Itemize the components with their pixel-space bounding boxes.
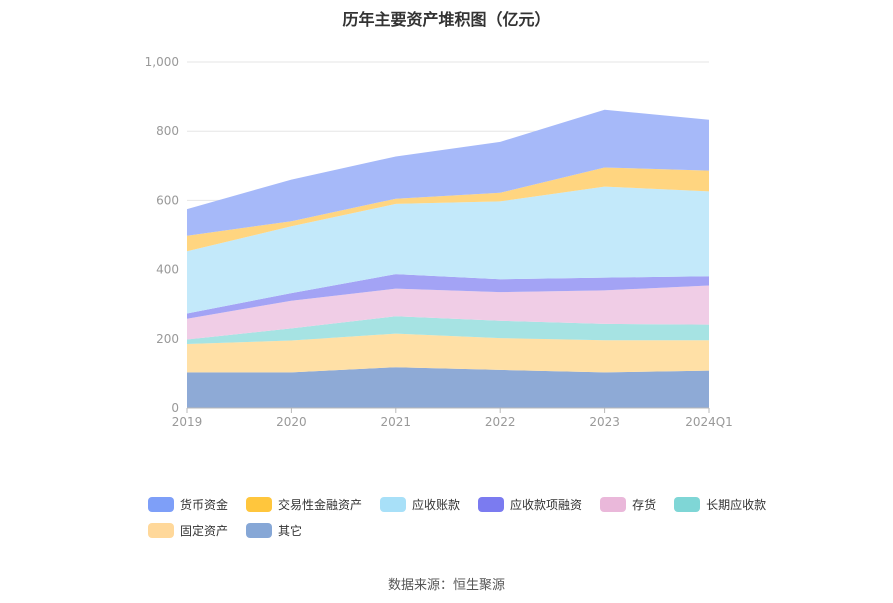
- legend-item[interactable]: 应收账款: [380, 495, 460, 513]
- legend-item[interactable]: 交易性金融资产: [246, 495, 362, 513]
- y-tick-label: 400: [156, 263, 179, 277]
- legend-item[interactable]: 其它: [246, 521, 302, 539]
- area-series: [187, 186, 709, 314]
- x-tick-label: 2023: [589, 415, 620, 429]
- x-tick-label: 2020: [276, 415, 307, 429]
- legend-label: 固定资产: [180, 523, 229, 538]
- source-note: 数据来源：恒生聚源: [387, 578, 505, 593]
- x-tick-label: 2019: [172, 415, 203, 429]
- legend-swatch: [148, 496, 174, 512]
- area-series: [187, 316, 709, 344]
- x-tick-label: 2021: [381, 415, 412, 429]
- x-tick-label: 2022: [485, 415, 516, 429]
- legend-label: 应收账款: [412, 497, 461, 512]
- legend-item[interactable]: 存货: [600, 495, 656, 513]
- legend-swatch: [674, 496, 701, 512]
- legend-swatch: [380, 496, 407, 512]
- legend-item[interactable]: 长期应收款: [674, 495, 766, 513]
- legend-item[interactable]: 固定资产: [148, 521, 228, 539]
- area-series: [187, 285, 709, 340]
- area-series: [187, 109, 709, 236]
- area-series: [187, 367, 709, 408]
- legend-swatch: [246, 522, 273, 538]
- legend-label: 货币资金: [180, 497, 229, 512]
- legend-item[interactable]: 货币资金: [148, 495, 228, 513]
- y-tick-label: 800: [156, 124, 179, 138]
- legend-swatch: [148, 522, 174, 538]
- legend-swatch: [246, 496, 273, 512]
- legend-label: 交易性金融资产: [278, 497, 363, 512]
- legend-swatch: [600, 496, 627, 512]
- y-tick-label: 1,000: [145, 55, 179, 69]
- x-tick-label: 2024Q1: [685, 415, 733, 429]
- legend-swatch: [478, 496, 505, 512]
- y-tick-label: 0: [171, 401, 179, 415]
- area-series: [187, 274, 709, 319]
- area-series: [187, 167, 709, 252]
- legend-label: 长期应收款: [706, 497, 767, 512]
- legend-label: 存货: [632, 497, 657, 512]
- legend-label: 其它: [278, 523, 303, 538]
- y-tick-label: 200: [156, 332, 179, 346]
- legend-label: 应收款项融资: [510, 497, 583, 512]
- y-tick-label: 600: [156, 193, 179, 207]
- legend: 货币资金 交易性金融资产 应收账款 应收款项融资 存货 长期应收款固定资产 其它: [148, 495, 788, 539]
- legend-item[interactable]: 应收款项融资: [478, 495, 582, 513]
- chart-title: 历年主要资产堆积图（亿元）: [342, 10, 551, 29]
- area-series: [187, 333, 709, 373]
